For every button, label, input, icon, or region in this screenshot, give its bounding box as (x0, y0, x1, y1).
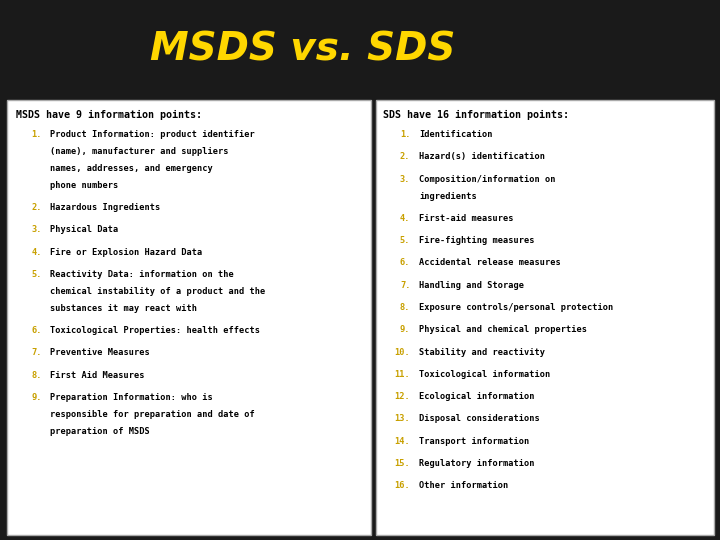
Text: 1.: 1. (400, 130, 410, 139)
Text: Handling and Storage: Handling and Storage (419, 281, 524, 290)
Text: 12.: 12. (395, 392, 410, 401)
Text: Accidental release measures: Accidental release measures (419, 259, 561, 267)
Text: Regulatory information: Regulatory information (419, 459, 534, 468)
Text: Hazard(s) identification: Hazard(s) identification (419, 152, 545, 161)
Text: Reactivity Data: information on the: Reactivity Data: information on the (50, 270, 234, 279)
Text: 15.: 15. (395, 459, 410, 468)
Text: Ecological information: Ecological information (419, 392, 534, 401)
Text: 13.: 13. (395, 414, 410, 423)
Text: names, addresses, and emergency: names, addresses, and emergency (50, 164, 213, 173)
Text: 14.: 14. (395, 437, 410, 445)
Text: Preparation Information: who is: Preparation Information: who is (50, 393, 213, 402)
Text: 7.: 7. (400, 281, 410, 290)
Text: Preventive Measures: Preventive Measures (50, 348, 150, 357)
Text: Composition/information on: Composition/information on (419, 175, 556, 184)
Text: Transport information: Transport information (419, 437, 529, 445)
Text: 7.: 7. (31, 348, 42, 357)
Text: Identification: Identification (419, 130, 492, 139)
Text: 10.: 10. (395, 348, 410, 356)
Text: 3.: 3. (400, 175, 410, 184)
Text: chemical instability of a product and the: chemical instability of a product and th… (50, 287, 266, 296)
Text: 9.: 9. (31, 393, 42, 402)
Text: Hazardous Ingredients: Hazardous Ingredients (50, 203, 161, 212)
Text: First-aid measures: First-aid measures (419, 214, 513, 223)
Text: 9.: 9. (400, 325, 410, 334)
Text: 8.: 8. (400, 303, 410, 312)
Text: 5.: 5. (400, 236, 410, 245)
Text: ingredients: ingredients (419, 192, 477, 201)
Text: Toxicological information: Toxicological information (419, 370, 550, 379)
Text: 4.: 4. (400, 214, 410, 223)
Text: Toxicological Properties: health effects: Toxicological Properties: health effects (50, 326, 261, 335)
Text: 3.: 3. (31, 226, 42, 234)
Text: preparation of MSDS: preparation of MSDS (50, 427, 150, 436)
Text: substances it may react with: substances it may react with (50, 304, 197, 313)
Text: 6.: 6. (400, 259, 410, 267)
Text: Other information: Other information (419, 481, 508, 490)
Text: Fire-fighting measures: Fire-fighting measures (419, 236, 534, 245)
Text: First Aid Measures: First Aid Measures (50, 371, 145, 380)
Text: 6.: 6. (31, 326, 42, 335)
Text: 1.: 1. (31, 130, 42, 139)
Text: 8.: 8. (31, 371, 42, 380)
FancyBboxPatch shape (7, 100, 371, 535)
Text: 4.: 4. (31, 248, 42, 256)
Text: Physical and chemical properties: Physical and chemical properties (419, 325, 587, 334)
Text: MSDS vs. SDS: MSDS vs. SDS (150, 30, 455, 68)
Text: 16.: 16. (395, 481, 410, 490)
Text: Stability and reactivity: Stability and reactivity (419, 348, 545, 356)
Text: 5.: 5. (31, 270, 42, 279)
Text: 11.: 11. (395, 370, 410, 379)
Text: Fire or Explosion Hazard Data: Fire or Explosion Hazard Data (50, 248, 202, 256)
Text: Exposure controls/personal protection: Exposure controls/personal protection (419, 303, 613, 312)
Text: Physical Data: Physical Data (50, 226, 119, 234)
Text: MSDS have 9 information points:: MSDS have 9 information points: (16, 110, 202, 120)
Text: (name), manufacturer and suppliers: (name), manufacturer and suppliers (50, 147, 229, 156)
Text: Disposal considerations: Disposal considerations (419, 414, 540, 423)
FancyBboxPatch shape (376, 100, 714, 535)
Text: Product Information: product identifier: Product Information: product identifier (50, 130, 255, 139)
Text: responsible for preparation and date of: responsible for preparation and date of (50, 410, 255, 419)
Text: 2.: 2. (31, 203, 42, 212)
Text: 2.: 2. (400, 152, 410, 161)
Text: phone numbers: phone numbers (50, 181, 119, 190)
Text: SDS have 16 information points:: SDS have 16 information points: (383, 110, 569, 120)
